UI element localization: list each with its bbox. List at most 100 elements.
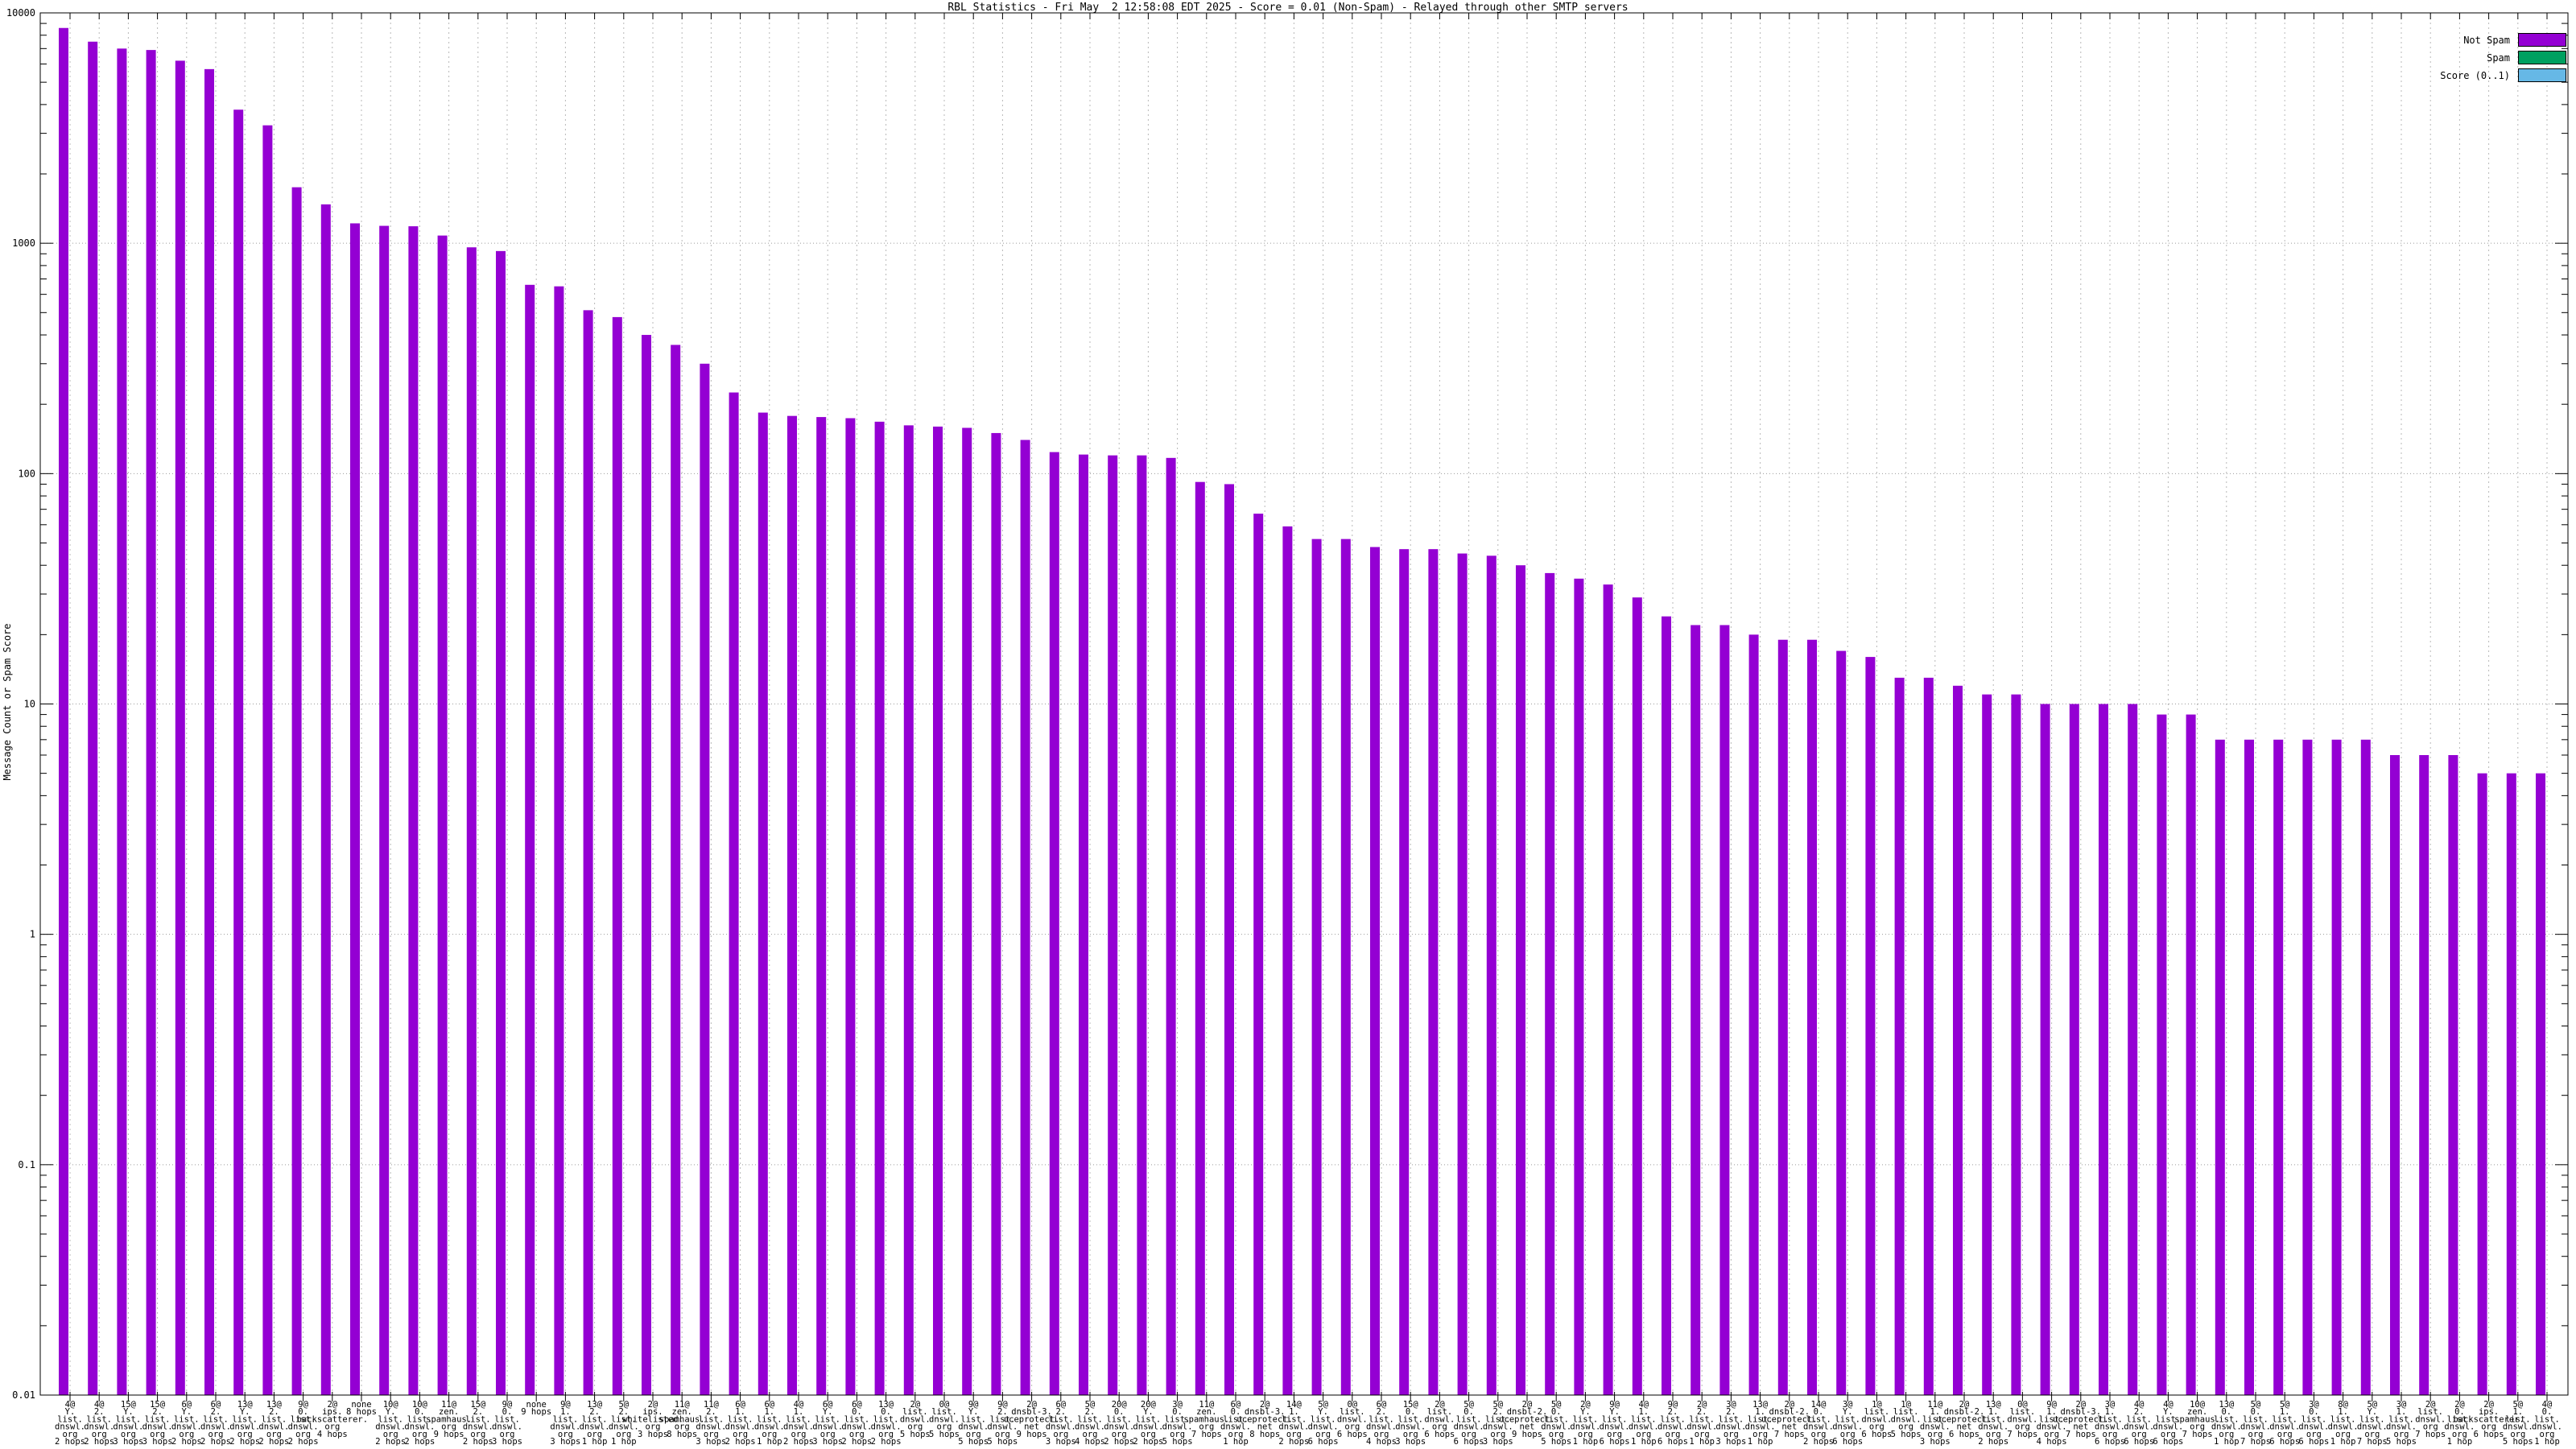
x-tick-label: org: [587, 1430, 602, 1439]
x-tick-label: 1 hop: [1631, 1437, 1657, 1447]
x-tick-label: dnsbl-3.: [1011, 1407, 1052, 1417]
x-tick-label: dnswl.: [1686, 1422, 1717, 1432]
x-tick-label: org: [995, 1430, 1010, 1439]
not-spam-bar: [1748, 634, 1759, 1395]
x-tick-label: org: [2452, 1430, 2467, 1439]
x-tick-label: 11@: [1927, 1400, 1943, 1410]
x-tick-label: 4 hops: [1366, 1437, 1397, 1447]
x-tick-label: 2 hops: [404, 1437, 435, 1447]
x-tick-label: dnswl.: [1861, 1414, 1892, 1424]
x-tick-label: dnswl.: [171, 1422, 202, 1432]
not-spam-bar: [816, 417, 827, 1395]
x-tick-label: 5 hops: [987, 1437, 1018, 1447]
x-tick-label: 4@: [2134, 1400, 2145, 1410]
x-tick-label: org: [63, 1430, 78, 1439]
x-tick-label: 3@: [2105, 1400, 2116, 1410]
x-tick-label: 1.: [2338, 1407, 2348, 1417]
not-spam-bar: [1574, 578, 1584, 1395]
not-spam-bar: [525, 284, 535, 1396]
x-tick-label: org: [704, 1430, 719, 1439]
x-tick-label: 5 hops: [1541, 1437, 1571, 1447]
x-tick-label: 9 hops: [521, 1407, 551, 1417]
chart-title: RBL Statistics - Fri May 2 12:58:08 EDT …: [947, 2, 1629, 14]
x-tick-label: 0.: [2309, 1407, 2319, 1417]
x-tick-label: list.: [378, 1414, 403, 1424]
x-tick-label: 3@: [1843, 1400, 1853, 1410]
x-tick-label: 6@: [1055, 1400, 1066, 1410]
x-tick-label: 6 hops: [1337, 1430, 1368, 1439]
not-spam-bar: [671, 345, 681, 1395]
x-tick-label: dnswl.: [812, 1422, 843, 1432]
x-tick-label: 2 hops: [84, 1437, 114, 1447]
x-tick-label: 1.: [1755, 1407, 1765, 1417]
x-tick-label: org: [1636, 1430, 1651, 1439]
x-tick-label: 2 hops: [171, 1437, 202, 1447]
not-spam-bar: [59, 27, 68, 1395]
not-spam-bar: [1108, 455, 1118, 1395]
x-tick-label: dnswl.: [2211, 1422, 2242, 1432]
x-tick-label: 1@: [1872, 1400, 1882, 1410]
x-tick-label: 2 hops: [1133, 1437, 1163, 1447]
x-tick-label: org: [2510, 1430, 2525, 1439]
not-spam-bar: [1311, 539, 1322, 1395]
y-axis-title: Message Count or Spam Score: [2, 623, 13, 781]
x-tick-label: dnswl.: [2298, 1422, 2329, 1432]
x-tick-label: 2.: [706, 1407, 716, 1417]
not-spam-bar: [991, 432, 1001, 1395]
x-tick-label: 5@: [618, 1400, 629, 1410]
not-spam-bar: [962, 427, 972, 1395]
x-tick-label: list.: [2243, 1414, 2268, 1424]
x-tick-label: org: [324, 1422, 340, 1432]
x-tick-label: dnswl.: [871, 1422, 902, 1432]
x-tick-label: Y.: [968, 1407, 979, 1417]
x-tick-label: org: [1869, 1422, 1885, 1432]
x-tick-label: dnswl.: [1395, 1422, 1426, 1432]
x-tick-label: 6 hops: [1600, 1437, 1630, 1447]
x-tick-label: 1.: [2105, 1407, 2116, 1417]
x-tick-label: 3 hops: [1395, 1437, 1426, 1447]
x-tick-label: org: [1986, 1430, 2001, 1439]
x-tick-label: list.: [728, 1414, 753, 1424]
x-tick-label: 5 hops: [900, 1430, 931, 1439]
x-tick-label: 2@: [2425, 1400, 2436, 1410]
not-spam-bar: [88, 41, 98, 1396]
x-tick-label: list.: [2126, 1414, 2152, 1424]
x-tick-label: org: [2364, 1430, 2380, 1439]
x-tick-label: 6@: [1231, 1400, 1241, 1410]
x-tick-label: org: [791, 1430, 807, 1439]
x-tick-label: 6 hops: [1424, 1430, 1455, 1439]
x-tick-label: org: [1549, 1430, 1564, 1439]
x-tick-label: list.: [2272, 1414, 2297, 1424]
x-tick-label: net: [1024, 1422, 1039, 1432]
x-tick-label: 7 hops: [2240, 1437, 2271, 1447]
x-tick-label: 1 hop: [2330, 1437, 2356, 1447]
x-tick-label: 2.: [94, 1407, 105, 1417]
x-tick-label: 1.: [560, 1407, 571, 1417]
x-tick-label: 2.: [589, 1407, 600, 1417]
x-tick-label: org: [2132, 1430, 2147, 1439]
x-tick-label: 3@: [2309, 1400, 2319, 1410]
x-tick-label: Y.: [123, 1407, 134, 1417]
x-tick-label: 3 hops: [113, 1437, 143, 1447]
not-spam-bar: [437, 235, 448, 1395]
x-tick-label: 9@: [1609, 1400, 1620, 1410]
not-spam-bar: [2128, 704, 2138, 1395]
x-tick-label: 6 hops: [2095, 1437, 2125, 1447]
x-tick-label: 5@: [2512, 1400, 2523, 1410]
x-tick-label: list.: [116, 1414, 142, 1424]
x-tick-label: dnswl.: [580, 1422, 610, 1432]
x-tick-label: 1.: [764, 1407, 774, 1417]
x-tick-label: 0.: [1172, 1407, 1183, 1417]
x-tick-label: org: [208, 1430, 224, 1439]
x-tick-label: dnswl.: [1978, 1422, 2008, 1432]
x-tick-label: 1.: [2280, 1407, 2290, 1417]
x-tick-label: dnswl.: [1657, 1422, 1688, 1432]
not-spam-bar: [2215, 739, 2225, 1395]
not-spam-bar: [2040, 704, 2050, 1395]
x-tick-label: list.: [2330, 1414, 2356, 1424]
x-tick-label: 0@: [2017, 1400, 2028, 1410]
x-tick-label: 15@: [121, 1400, 137, 1410]
x-tick-label: org: [646, 1422, 661, 1432]
not-spam-bar: [2506, 773, 2516, 1395]
x-tick-label: list.: [1864, 1407, 1890, 1417]
